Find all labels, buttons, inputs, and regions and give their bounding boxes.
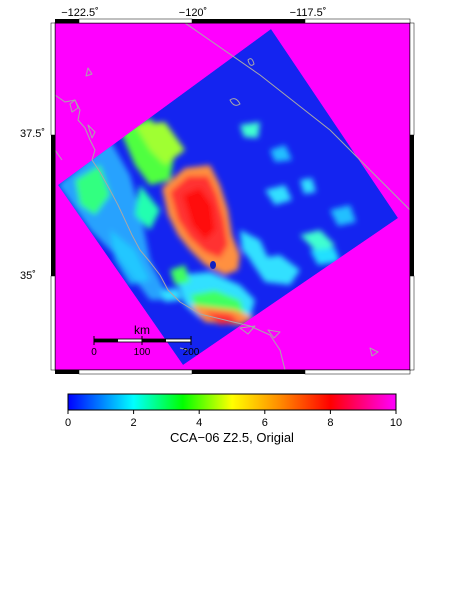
scale-bar-unit: km [134,323,150,337]
lon-label-120: −120˚ [178,7,208,19]
lon-label-122-5: −122.5˚ [61,7,99,19]
map-area [55,23,410,370]
colorbar-tick-2: 2 [131,417,137,429]
coastline [55,23,410,370]
scale-bar-tick-0: 0 [91,347,97,358]
colorbar-gradient [67,393,397,411]
scale-bar-tick-100: 100 [134,347,151,358]
scale-bar-tick-200: 200 [183,347,200,358]
colorbar: 0 2 4 6 8 10 CCA−06 Z2.5, Origial [65,393,402,445]
lat-label-35: 35˚ [20,270,36,282]
colorbar-tick-0: 0 [65,417,71,429]
colorbar-tick-8: 8 [327,417,333,429]
colorbar-tick-6: 6 [262,417,268,429]
colorbar-tick-4: 4 [196,417,202,429]
lon-label-117-5: −117.5˚ [289,7,327,19]
scale-bar: km 0 100 200 [91,323,200,358]
model-domain [58,29,398,365]
colorbar-label: CCA−06 Z2.5, Origial [170,430,294,445]
colorbar-tick-10: 10 [390,417,402,429]
map-frame [50,18,415,375]
lat-label-37-5: 37.5˚ [20,128,46,140]
